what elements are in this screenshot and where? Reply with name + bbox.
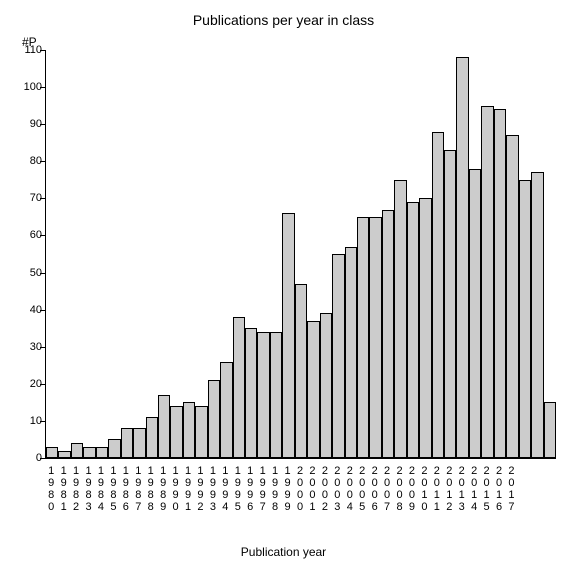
bar [233,317,245,458]
x-tick-label: 2 0 1 0 [418,465,430,513]
x-tick-label: 1 9 8 7 [132,465,144,513]
bar [469,169,481,458]
bar [158,395,170,458]
bar [71,443,83,458]
x-tick-label: 1 9 8 8 [145,465,157,513]
x-tick-label: 2 0 1 5 [481,465,493,513]
x-tick-label: 1 9 9 8 [269,465,281,513]
x-tick-label: 2 0 1 7 [505,465,517,513]
x-tick-label: 1 9 9 3 [207,465,219,513]
bar [481,106,493,458]
y-tick-label: 90 [14,118,42,130]
bar [58,451,70,458]
x-tick-label: 1 9 8 6 [120,465,132,513]
bar [195,406,207,458]
y-tick-label: 0 [14,452,42,464]
x-tick-label: 2 0 0 6 [369,465,381,513]
bar [183,402,195,458]
bar [83,447,95,458]
plot-area [45,50,556,459]
bar [519,180,531,458]
x-tick-label: 1 9 8 1 [58,465,70,513]
x-tick-label: 2 0 0 3 [331,465,343,513]
bar [220,362,232,458]
bar [295,284,307,458]
y-tick-label: 110 [14,44,42,56]
chart-title: Publications per year in class [0,12,567,28]
bar [320,313,332,458]
x-tick-label: 2 0 1 1 [431,465,443,513]
bar [257,332,269,458]
bar [146,417,158,458]
x-tick-label: 1 9 8 9 [157,465,169,513]
x-tick-label: 1 9 9 6 [244,465,256,513]
x-tick-label: 1 9 8 5 [107,465,119,513]
x-tick-label: 2 0 0 4 [344,465,356,513]
bar [419,198,431,458]
x-tick-label: 2 0 0 5 [356,465,368,513]
x-tick-label: 1 9 8 3 [83,465,95,513]
y-tick-label: 40 [14,304,42,316]
bar [531,172,543,458]
x-tick-label: 2 0 0 0 [294,465,306,513]
bar [282,213,294,458]
x-tick-label: 1 9 9 0 [170,465,182,513]
x-tick-label: 2 0 0 2 [319,465,331,513]
bar [369,217,381,458]
bar [96,447,108,458]
bar [456,57,468,458]
bar [345,247,357,458]
y-tick-label: 60 [14,229,42,241]
x-tick-label: 2 0 0 1 [306,465,318,513]
x-tick-label: 2 0 0 9 [406,465,418,513]
x-tick-label: 1 9 8 0 [45,465,57,513]
bar [494,109,506,458]
bar [108,439,120,458]
y-tick-label: 80 [14,155,42,167]
x-tick-label: 2 0 1 6 [493,465,505,513]
bar [544,402,556,458]
bar [382,210,394,459]
bar [444,150,456,458]
x-tick-label: 1 9 8 4 [95,465,107,513]
x-tick-label: 2 0 1 4 [468,465,480,513]
bar [332,254,344,458]
bar [208,380,220,458]
x-tick-label: 1 9 8 2 [70,465,82,513]
x-tick-label: 2 0 0 7 [381,465,393,513]
x-tick-label: 1 9 9 9 [282,465,294,513]
bar [121,428,133,458]
bar [506,135,518,458]
y-tick-label: 20 [14,378,42,390]
y-tick-label: 70 [14,192,42,204]
bar [270,332,282,458]
y-tick-label: 30 [14,341,42,353]
x-tick-label: 1 9 9 2 [194,465,206,513]
y-tick-label: 50 [14,267,42,279]
x-tick-label: 1 9 9 7 [257,465,269,513]
x-tick-label: 2 0 1 3 [456,465,468,513]
bar [46,447,58,458]
x-tick-label: 1 9 9 1 [182,465,194,513]
x-tick-label: 1 9 9 4 [219,465,231,513]
x-tick-label: 1 9 9 5 [232,465,244,513]
x-tick-label: 2 0 0 8 [394,465,406,513]
y-tick-label: 100 [14,81,42,93]
bar [245,328,257,458]
bar [133,428,145,458]
x-axis-label: Publication year [0,545,567,559]
bar [307,321,319,458]
bar [170,406,182,458]
bar [394,180,406,458]
bar [357,217,369,458]
x-tick-label: 2 0 1 2 [443,465,455,513]
bar [432,132,444,458]
publications-chart: Publications per year in class #P 010203… [0,0,567,567]
bar [407,202,419,458]
y-tick-label: 10 [14,415,42,427]
